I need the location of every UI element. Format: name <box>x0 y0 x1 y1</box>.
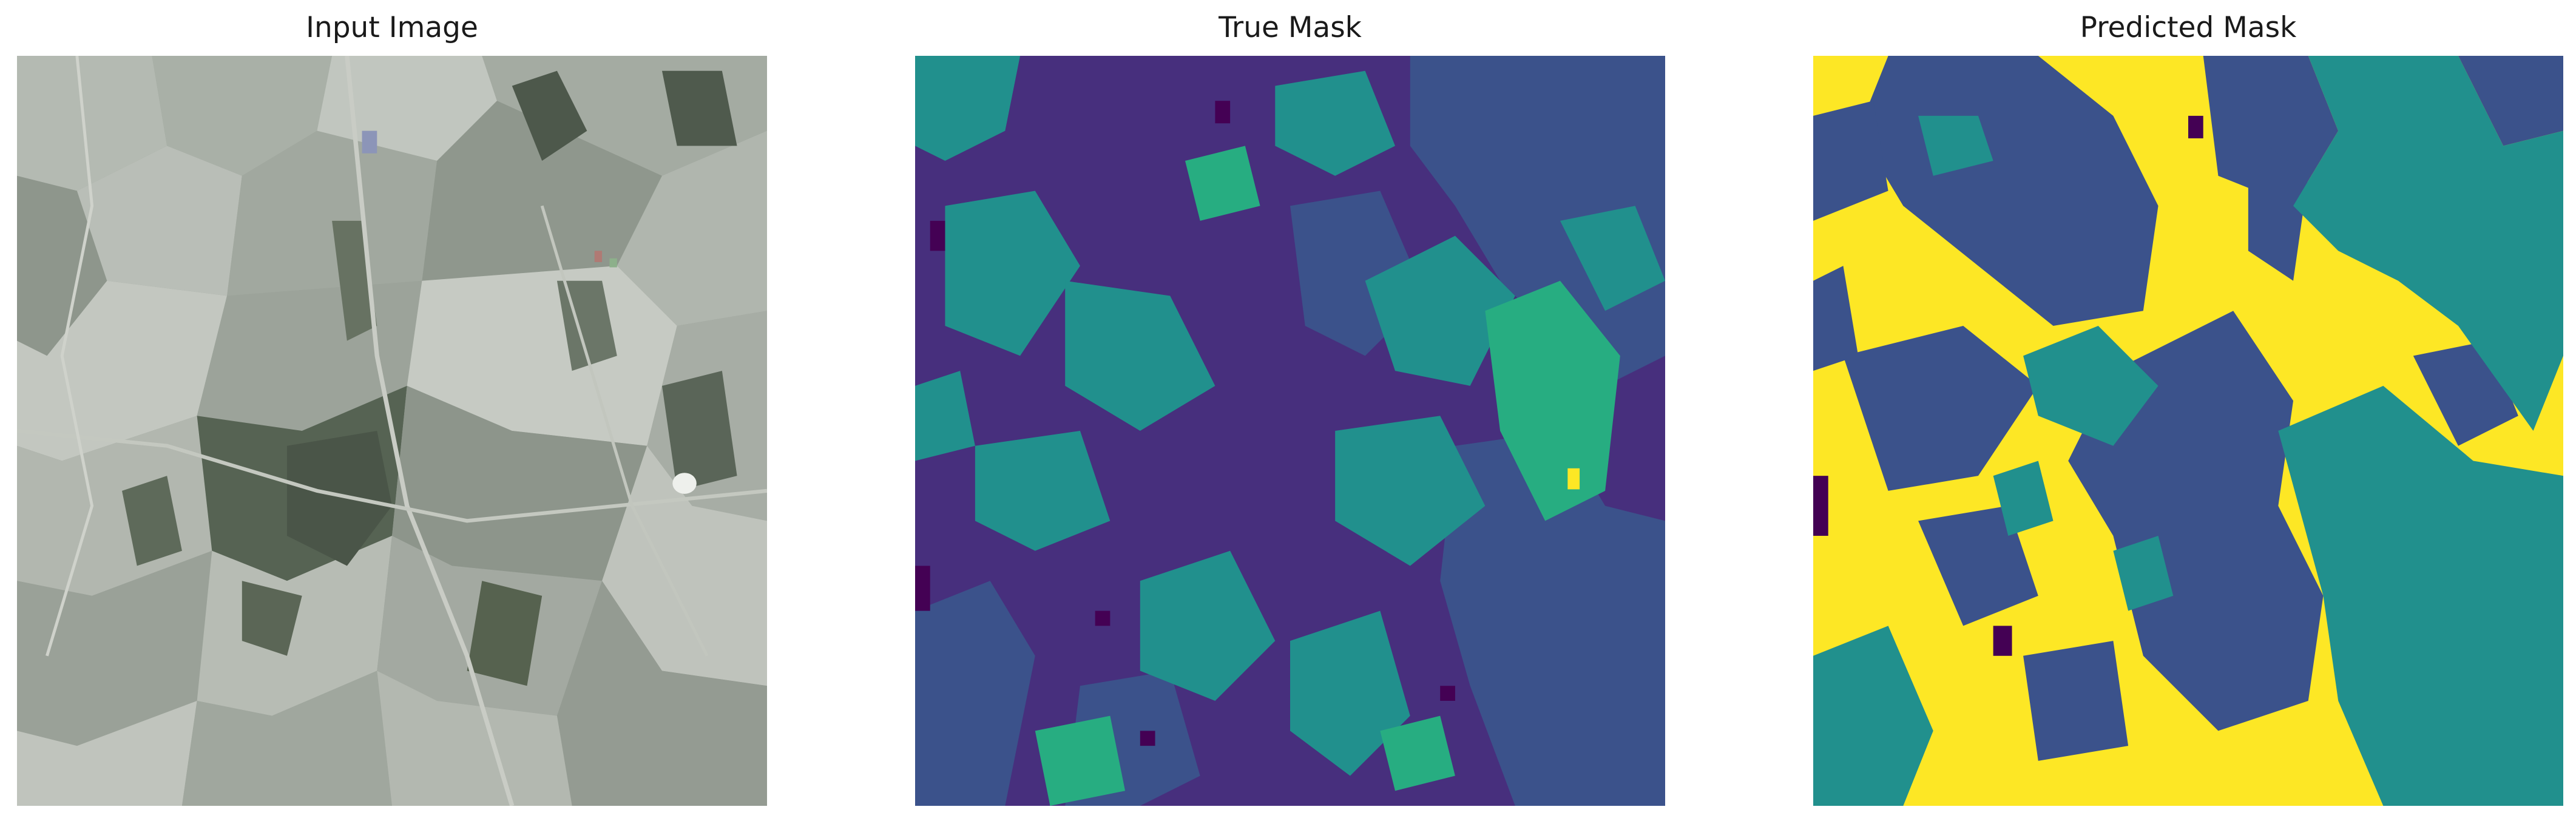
true-mask-segmentation <box>915 56 1665 806</box>
input-image-panel: Input Image <box>17 0 767 821</box>
input-image <box>17 56 767 806</box>
true-mask-title: True Mask <box>1219 11 1362 44</box>
predicted-mask-panel: Predicted Mask <box>1813 0 2563 821</box>
predicted-mask-image <box>1813 56 2563 806</box>
satellite-image <box>17 56 767 806</box>
predicted-mask-segmentation <box>1813 56 2563 806</box>
input-image-title: Input Image <box>306 11 478 44</box>
true-mask-image <box>915 56 1665 806</box>
predicted-mask-title: Predicted Mask <box>2080 11 2297 44</box>
true-mask-panel: True Mask <box>915 0 1665 821</box>
